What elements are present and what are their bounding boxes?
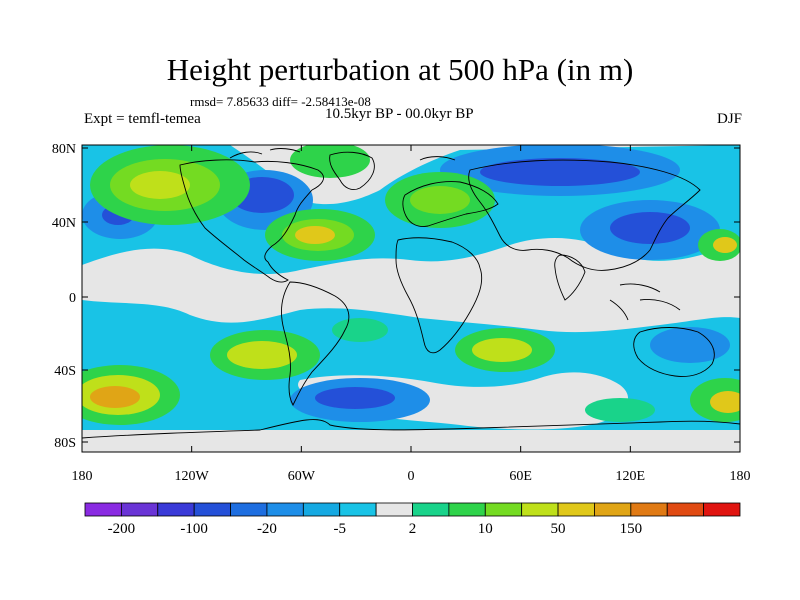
- latitude-axis: 80N 40N 0 40S 80S: [52, 142, 740, 451]
- anomaly-field: [82, 145, 740, 452]
- colorbar-swatch: [266, 502, 304, 517]
- anomaly-region: [585, 398, 655, 422]
- colorbar-swatch: [157, 502, 195, 517]
- colorbar-label: -5: [333, 521, 346, 537]
- colorbar-swatch: [84, 502, 122, 517]
- colorbar-swatch: [412, 502, 450, 517]
- coastline-asia: [468, 159, 701, 271]
- coastline-india: [554, 254, 586, 301]
- anomaly-region: [610, 212, 690, 244]
- colorbar-label: -100: [180, 521, 208, 537]
- colorbar-label: -200: [108, 521, 136, 537]
- coastline-greenland: [329, 151, 375, 191]
- anomaly-region: [472, 338, 532, 362]
- figure-title: Height perturbation at 500 hPa (in m): [166, 52, 634, 87]
- colorbar: -200 -100 -20 -5 2 10 50 150: [84, 502, 741, 537]
- lat-tick-label: 0: [69, 291, 76, 306]
- anomaly-region: [710, 391, 740, 413]
- lat-tick-label: 80N: [52, 142, 76, 157]
- coastline-north-america: [179, 159, 324, 283]
- coastlines: [82, 148, 740, 439]
- lat-tick-label: 40S: [54, 364, 76, 379]
- colorbar-swatch: [448, 502, 486, 517]
- anomaly-region: [82, 430, 740, 452]
- colorbar-swatch: [630, 502, 668, 517]
- anomaly-region: [130, 171, 190, 199]
- period-label: 10.5kyr BP - 00.0kyr BP: [325, 106, 474, 122]
- colorbar-swatch: [120, 502, 159, 517]
- coastline-africa: [395, 237, 483, 354]
- colorbar-label: 150: [620, 521, 643, 537]
- colorbar-swatch: [302, 502, 341, 517]
- lon-tick-label: 60E: [509, 469, 532, 484]
- anomaly-region: [332, 318, 388, 342]
- lat-tick-label: 80S: [54, 436, 76, 451]
- colorbar-swatch: [557, 502, 595, 517]
- colorbar-label: -20: [257, 521, 277, 537]
- lon-tick-label: 180: [730, 469, 751, 484]
- anomaly-region: [90, 386, 140, 408]
- coastline-south-america: [281, 281, 350, 406]
- lon-tick-label: 120W: [175, 469, 210, 484]
- lat-tick-label: 40N: [52, 216, 76, 231]
- colorbar-swatch: [230, 502, 268, 517]
- lon-tick-label: 180: [72, 469, 93, 484]
- colorbar-label: 50: [551, 521, 566, 537]
- longitude-axis: 180 120W 60W 0 60E 120E 180: [72, 145, 751, 484]
- anomaly-region: [480, 158, 640, 186]
- rmsd-diff-label: rmsd= 7.85633 diff= -2.58413e-08: [190, 94, 371, 109]
- colorbar-swatch: [521, 502, 559, 517]
- colorbar-label: 10: [478, 521, 493, 537]
- lon-tick-label: 120E: [616, 469, 646, 484]
- experiment-label: Expt = temfl-temea: [84, 111, 201, 127]
- colorbar-swatch: [594, 502, 632, 517]
- anomaly-region: [650, 327, 730, 363]
- anomaly-region: [295, 226, 335, 244]
- anomaly-region: [227, 341, 297, 369]
- anomaly-region: [713, 237, 737, 253]
- anomaly-region: [315, 387, 395, 409]
- colorbar-swatch: [666, 502, 705, 517]
- lon-tick-label: 0: [408, 469, 415, 484]
- colorbar-label: 2: [409, 521, 417, 537]
- colorbar-swatch: [703, 502, 741, 517]
- colorbar-swatch: [484, 502, 523, 517]
- colorbar-swatch: [339, 502, 377, 517]
- colorbar-swatch: [375, 502, 413, 517]
- colorbar-swatch: [193, 502, 231, 517]
- coastline-australia: [633, 327, 715, 377]
- season-label: DJF: [716, 111, 742, 127]
- coastline-islands: [609, 283, 681, 321]
- anomaly-region: [82, 266, 740, 321]
- coastline-europe: [402, 181, 499, 227]
- coastline-arctic: [229, 148, 456, 161]
- anomaly-region: [410, 186, 470, 214]
- lon-tick-label: 60W: [288, 469, 316, 484]
- coastline-antarctica: [82, 419, 740, 439]
